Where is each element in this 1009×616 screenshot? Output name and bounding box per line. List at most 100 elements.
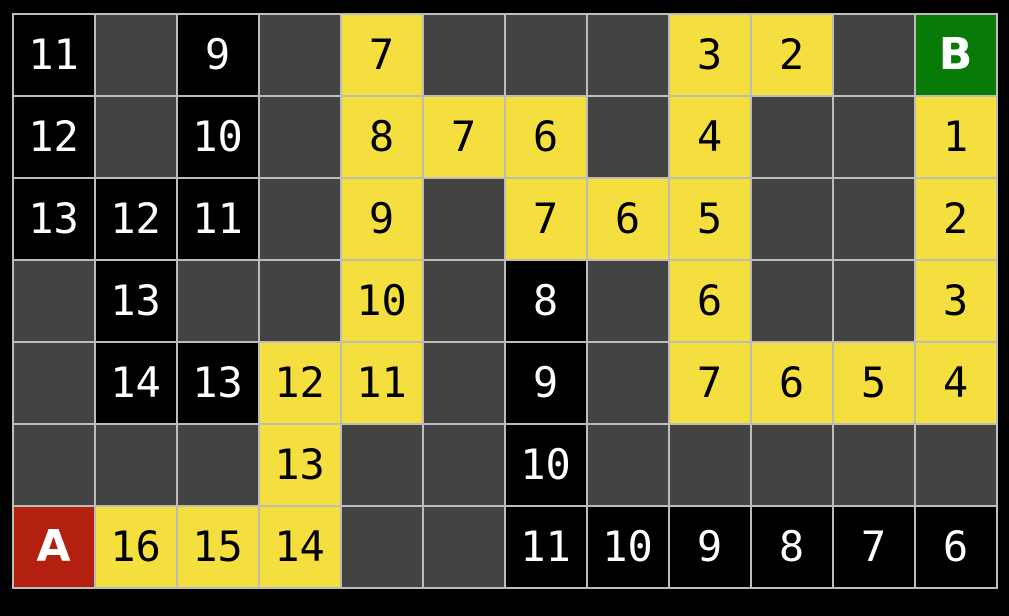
grid-cell-open[interactable]	[423, 507, 504, 587]
grid-cell-path[interactable]: 14	[259, 507, 340, 587]
grid-cell-open[interactable]	[587, 343, 668, 423]
grid-cell-open[interactable]	[505, 15, 586, 95]
grid-cell-path[interactable]: 7	[341, 15, 422, 95]
grid-cell-open[interactable]	[915, 425, 996, 505]
grid-cell-path[interactable]: 15	[177, 507, 258, 587]
grid-cell-open[interactable]	[751, 261, 832, 341]
cell-value: 9	[204, 30, 231, 79]
grid-cell-visited[interactable]: 14	[95, 343, 176, 423]
cell-value: 5	[860, 358, 887, 407]
grid-cell-open[interactable]	[259, 179, 340, 259]
grid-cell-path[interactable]: 7	[669, 343, 750, 423]
grid-cell-open[interactable]	[95, 425, 176, 505]
grid-cell-path[interactable]: 4	[915, 343, 996, 423]
grid-cell-open[interactable]	[833, 179, 914, 259]
grid-cell-open[interactable]	[177, 261, 258, 341]
goal-cell[interactable]: B	[915, 15, 996, 95]
grid-cell-path[interactable]: 13	[259, 425, 340, 505]
cell-value: 12	[110, 194, 161, 243]
grid-cell-open[interactable]	[833, 15, 914, 95]
grid-cell-open[interactable]	[341, 425, 422, 505]
grid-cell-open[interactable]	[95, 97, 176, 177]
grid-cell-visited[interactable]: 9	[505, 343, 586, 423]
cell-value: 13	[28, 194, 79, 243]
cell-value: 4	[696, 112, 723, 161]
cell-value: 16	[110, 522, 161, 571]
grid-cell-visited[interactable]: 11	[505, 507, 586, 587]
grid-cell-open[interactable]	[177, 425, 258, 505]
grid-cell-path[interactable]: 3	[669, 15, 750, 95]
grid-cell-open[interactable]	[259, 261, 340, 341]
grid-cell-path[interactable]: 6	[587, 179, 668, 259]
grid-cell-visited[interactable]: 11	[13, 15, 94, 95]
grid-cell-visited[interactable]: 9	[669, 507, 750, 587]
grid-cell-visited[interactable]: 6	[915, 507, 996, 587]
grid-cell-path[interactable]: 9	[341, 179, 422, 259]
grid-cell-open[interactable]	[95, 15, 176, 95]
grid-cell-path[interactable]: 1	[915, 97, 996, 177]
grid-cell-visited[interactable]: 8	[751, 507, 832, 587]
grid-cell-visited[interactable]: 10	[177, 97, 258, 177]
grid-cell-visited[interactable]: 12	[13, 97, 94, 177]
grid-cell-path[interactable]: 7	[505, 179, 586, 259]
grid-cell-path[interactable]: 4	[669, 97, 750, 177]
grid-cell-visited[interactable]: 13	[13, 179, 94, 259]
grid-cell-open[interactable]	[13, 425, 94, 505]
grid-cell-open[interactable]	[423, 343, 504, 423]
grid-cell-open[interactable]	[751, 97, 832, 177]
grid-cell-visited[interactable]: 13	[177, 343, 258, 423]
grid-cell-path[interactable]: 8	[341, 97, 422, 177]
grid-cell-open[interactable]	[669, 425, 750, 505]
grid-cell-visited[interactable]: 8	[505, 261, 586, 341]
grid-cell-path[interactable]: 6	[505, 97, 586, 177]
grid-cell-path[interactable]: 10	[341, 261, 422, 341]
grid-cell-open[interactable]	[13, 261, 94, 341]
grid-cell-open[interactable]	[259, 15, 340, 95]
grid-cell-open[interactable]	[587, 97, 668, 177]
grid-cell-path[interactable]: 16	[95, 507, 176, 587]
grid-cell-path[interactable]: 6	[751, 343, 832, 423]
cell-value: 9	[368, 194, 395, 243]
grid-cell-open[interactable]	[423, 15, 504, 95]
cell-value: 7	[532, 194, 559, 243]
grid-cell-path[interactable]: 3	[915, 261, 996, 341]
grid-cell-visited[interactable]: 10	[587, 507, 668, 587]
grid-cell-open[interactable]	[259, 97, 340, 177]
grid-cell-path[interactable]: 6	[669, 261, 750, 341]
cell-value: 2	[778, 30, 805, 79]
cell-value: 7	[368, 30, 395, 79]
cell-value: 7	[860, 522, 887, 571]
grid-cell-visited[interactable]: 13	[95, 261, 176, 341]
grid-cell-path[interactable]: 2	[915, 179, 996, 259]
grid-cell-path[interactable]: 11	[341, 343, 422, 423]
grid-cell-path[interactable]: 12	[259, 343, 340, 423]
grid-cell-path[interactable]: 5	[669, 179, 750, 259]
grid-cell-visited[interactable]: 11	[177, 179, 258, 259]
pathfinding-grid: 11 9 7 3 2 B 12 10 8 7 6 4 1	[11, 13, 998, 589]
cell-value: 10	[356, 276, 407, 325]
grid-cell-open[interactable]	[833, 425, 914, 505]
grid-cell-open[interactable]	[423, 425, 504, 505]
grid-cell-open[interactable]	[13, 343, 94, 423]
grid-cell-open[interactable]	[587, 425, 668, 505]
start-cell[interactable]: A	[13, 507, 94, 587]
grid-cell-path[interactable]: 7	[423, 97, 504, 177]
grid-cell-visited[interactable]: 9	[177, 15, 258, 95]
grid-cell-visited[interactable]: 10	[505, 425, 586, 505]
grid-cell-open[interactable]	[423, 179, 504, 259]
grid-cell-open[interactable]	[587, 15, 668, 95]
grid-cell-visited[interactable]: 7	[833, 507, 914, 587]
grid-cell-open[interactable]	[341, 507, 422, 587]
grid-cell-open[interactable]	[587, 261, 668, 341]
grid-cell-open[interactable]	[833, 261, 914, 341]
grid-cell-path[interactable]: 5	[833, 343, 914, 423]
cell-value: 11	[28, 30, 79, 79]
grid-cell-path[interactable]: 2	[751, 15, 832, 95]
grid-cell-open[interactable]	[751, 425, 832, 505]
grid-cell-open[interactable]	[833, 97, 914, 177]
grid-cell-open[interactable]	[751, 179, 832, 259]
grid-cell-open[interactable]	[423, 261, 504, 341]
cell-value: 11	[192, 194, 243, 243]
cell-value: A	[36, 521, 71, 572]
grid-cell-visited[interactable]: 12	[95, 179, 176, 259]
